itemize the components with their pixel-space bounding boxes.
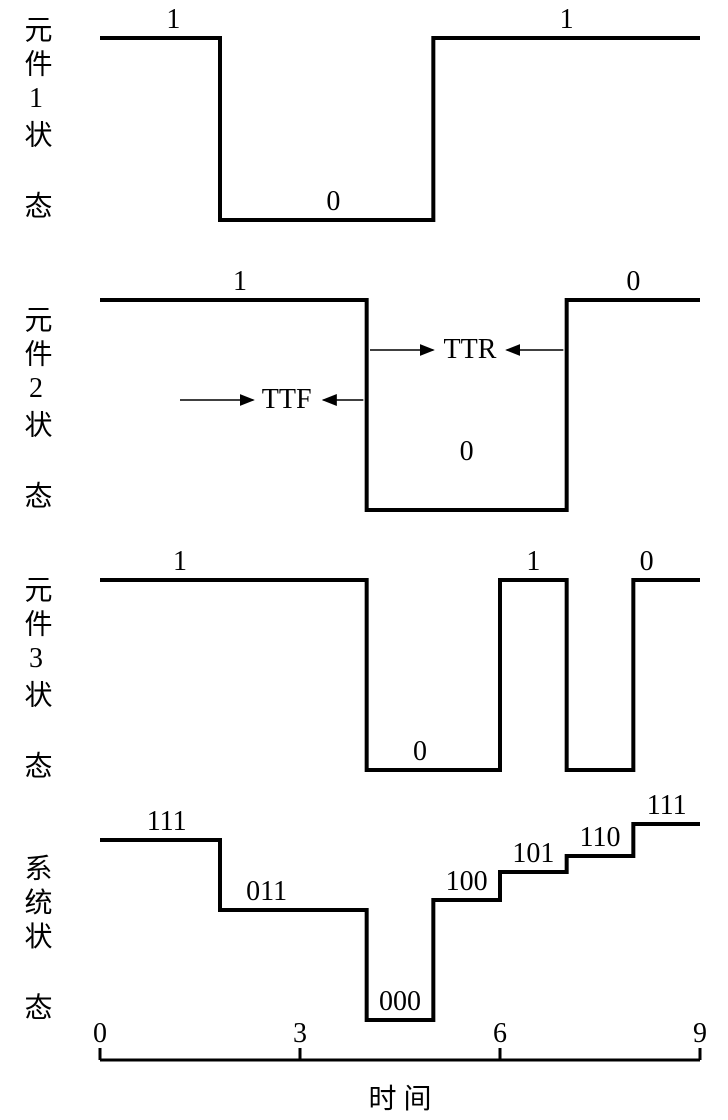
system-state-label: 111 (147, 806, 187, 837)
comp3-state-label: 1 (526, 546, 540, 577)
x-tick-label: 3 (293, 1018, 307, 1049)
comp2-state-label: 1 (233, 266, 247, 297)
comp3-state-label: 0 (413, 736, 427, 767)
comp3-ylabel: 元件3状 态 (21, 575, 53, 785)
comp2-annotation: TTF (262, 384, 312, 415)
comp2-ylabel: 元件2状 态 (21, 305, 53, 515)
comp3-state-label: 0 (640, 546, 654, 577)
system-state-label: 000 (379, 986, 421, 1017)
system-state-label: 110 (580, 822, 621, 853)
x-tick-label: 0 (93, 1018, 107, 1049)
comp1-state-label: 0 (326, 186, 340, 217)
system-state-label: 011 (246, 876, 287, 907)
system-state-label: 101 (512, 838, 554, 869)
comp1-ylabel: 元件1状 态 (21, 15, 53, 225)
comp2-annotation: TTR (444, 334, 497, 365)
comp3-wave (100, 580, 700, 770)
x-tick-label: 9 (693, 1018, 707, 1049)
comp1-wave (100, 38, 700, 220)
comp1-state-label: 1 (166, 4, 180, 35)
comp1-state-label: 1 (560, 4, 574, 35)
comp2-state-label: 0 (460, 436, 474, 467)
comp3-state-label: 1 (173, 546, 187, 577)
x-axis-label: 时 间 (368, 1083, 431, 1115)
system-state-label: 100 (446, 866, 488, 897)
system-ylabel: 系统状 态 (21, 853, 53, 1026)
comp2-state-label: 0 (626, 266, 640, 297)
system-state-label: 111 (647, 790, 687, 821)
x-tick-label: 6 (493, 1018, 507, 1049)
comp2-wave (100, 300, 700, 510)
